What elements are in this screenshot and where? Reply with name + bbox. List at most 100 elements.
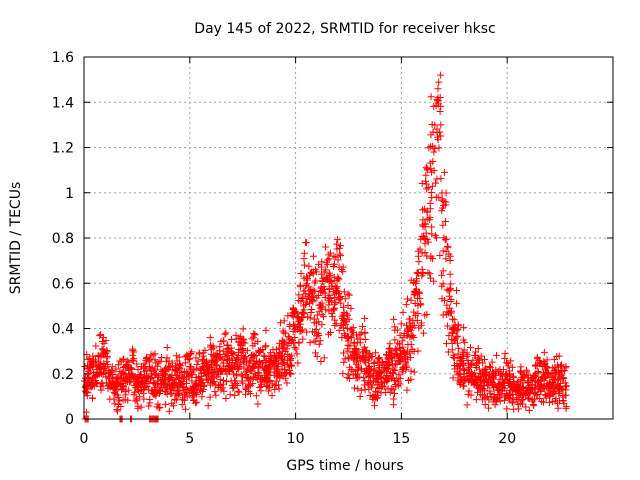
data-point [399, 343, 407, 351]
data-point [330, 306, 338, 314]
data-point [189, 397, 197, 405]
data-point [241, 390, 249, 398]
data-point [242, 352, 250, 360]
data-point [311, 349, 319, 357]
data-point [151, 350, 159, 358]
data-point [439, 311, 447, 319]
data-point [340, 349, 347, 357]
data-point [460, 323, 468, 331]
data-point [146, 375, 154, 383]
data-point [297, 297, 305, 305]
data-point [309, 297, 317, 305]
data-point [549, 398, 557, 406]
data-point [540, 398, 548, 406]
data-point [423, 166, 431, 174]
data-point [391, 366, 399, 374]
data-point [524, 394, 532, 402]
data-point [517, 367, 525, 375]
data-point [518, 392, 526, 400]
data-point [119, 382, 127, 390]
chart-title: Day 145 of 2022, SRMTID for receiver hks… [194, 21, 495, 37]
data-point [155, 404, 163, 412]
data-point [332, 284, 340, 292]
data-point [486, 363, 494, 371]
data-point [354, 366, 362, 374]
data-point [294, 359, 302, 367]
data-point [198, 356, 206, 364]
data-point [206, 334, 214, 342]
data-point [481, 393, 489, 401]
data-point [390, 395, 398, 403]
data-point [316, 337, 324, 345]
data-point [190, 383, 198, 391]
data-point [399, 308, 407, 316]
data-point [307, 268, 315, 276]
data-point [504, 379, 512, 387]
data-point [430, 148, 438, 156]
data-point [153, 377, 161, 385]
data-point [257, 374, 265, 382]
data-point [397, 320, 405, 328]
data-point [472, 396, 480, 404]
data-point [303, 295, 311, 303]
data-point [522, 403, 530, 411]
data-point [141, 383, 149, 391]
data-point [100, 365, 108, 373]
data-point [152, 388, 160, 396]
data-point [343, 310, 351, 318]
data-point [289, 327, 297, 335]
data-point [203, 357, 211, 365]
data-point [464, 365, 472, 373]
data-point [428, 230, 436, 238]
data-point [469, 356, 477, 364]
data-point [138, 379, 146, 387]
data-point [125, 386, 133, 394]
data-point [446, 270, 454, 278]
data-point [555, 373, 563, 381]
data-point [212, 391, 220, 399]
data-point [424, 215, 432, 223]
x-axis-label: GPS time / hours [286, 458, 403, 474]
data-point [122, 387, 130, 395]
y-tick-label: 0.2 [52, 367, 74, 383]
data-point [328, 310, 336, 318]
data-point [297, 327, 305, 335]
data-point [407, 332, 415, 340]
data-point [410, 347, 418, 355]
data-point [330, 252, 338, 260]
data-point [361, 314, 369, 322]
data-point [386, 344, 394, 352]
y-tick-label: 1 [65, 186, 74, 202]
data-point [153, 362, 161, 370]
data-point [480, 370, 488, 378]
data-point [81, 384, 89, 392]
data-point [528, 374, 536, 382]
data-point [407, 340, 415, 348]
data-point [426, 270, 434, 278]
data-point [168, 377, 176, 385]
data-point [459, 336, 467, 344]
data-point [291, 343, 299, 351]
data-point [508, 399, 516, 407]
data-point [560, 374, 568, 382]
data-point [444, 243, 452, 251]
data-point [525, 406, 533, 414]
data-point [210, 367, 218, 375]
data-point [534, 391, 542, 399]
data-point [371, 402, 379, 410]
data-point [485, 404, 493, 412]
data-point [447, 280, 455, 288]
data-point [365, 350, 373, 358]
data-point [333, 240, 341, 248]
data-point [263, 364, 271, 372]
data-point [413, 269, 421, 277]
data-point [385, 352, 393, 360]
data-point [496, 391, 504, 399]
data-point [204, 402, 212, 410]
data-point [305, 262, 313, 270]
data-point [199, 352, 207, 360]
data-point [353, 370, 361, 378]
data-point [293, 350, 301, 358]
data-point [183, 351, 191, 359]
data-point [391, 345, 399, 353]
